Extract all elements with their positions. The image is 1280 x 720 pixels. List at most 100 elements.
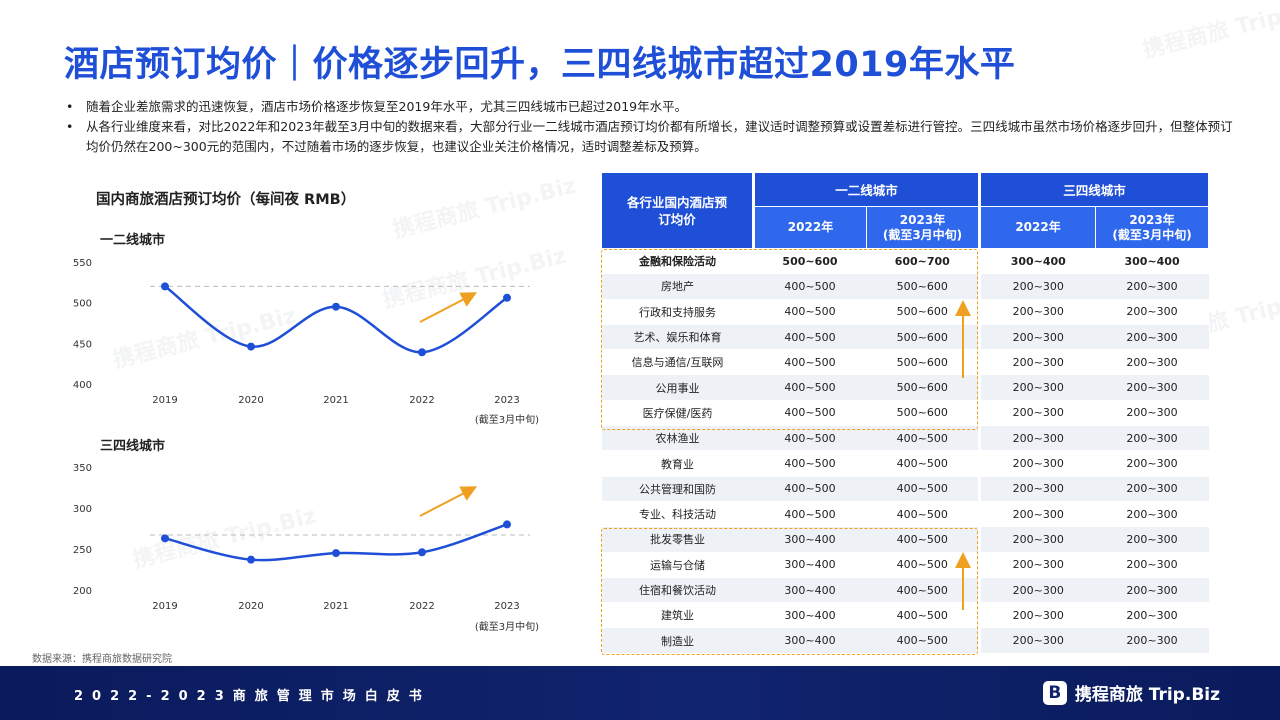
price-range-cell: 200~300 (1095, 425, 1209, 452)
price-range-cell: 200~300 (979, 577, 1096, 604)
industry-cell: 建筑业 (601, 602, 754, 629)
price-range-cell: 200~300 (979, 349, 1096, 376)
price-range-cell: 400~500 (753, 450, 867, 477)
price-range-cell: 500~600 (866, 374, 982, 401)
x-tick-label: 2019 (152, 601, 177, 612)
x-tick-note: (截至3月中旬) (475, 413, 539, 426)
y-tick-label: 500 (73, 299, 92, 310)
x-tick-label: 2022 (409, 601, 434, 612)
x-tick-label: 2022 (409, 395, 434, 406)
price-range-cell: 400~500 (866, 526, 982, 553)
chart-title: 国内商旅酒店预订均价（每间夜 RMB） (96, 192, 356, 208)
y-tick-label: 200 (73, 586, 92, 597)
data-point (503, 520, 511, 529)
price-range-cell: 200~300 (1095, 552, 1209, 578)
industry-cell: 公共管理和国防 (601, 476, 754, 502)
price-range-cell: 400~500 (866, 577, 982, 604)
price-range-cell: 200~300 (1095, 450, 1209, 477)
price-range-cell: 200~300 (979, 400, 1096, 427)
industry-cell: 教育业 (601, 450, 754, 477)
price-range-cell: 400~500 (753, 501, 867, 528)
price-range-cell: 200~300 (979, 425, 1096, 452)
data-point (418, 548, 426, 557)
price-range-cell: 400~500 (753, 324, 867, 351)
price-range-cell: 300~400 (979, 248, 1096, 275)
price-range-cell: 200~300 (1095, 374, 1209, 401)
x-tick-label: 2019 (152, 395, 177, 406)
price-range-cell: 200~300 (1095, 299, 1209, 325)
x-tick-label: 2023 (494, 601, 519, 612)
data-point (332, 302, 340, 311)
price-range-cell: 500~600 (866, 400, 982, 427)
industry-cell: 金融和保险活动 (601, 248, 754, 275)
col-header-2023: 2023年 (截至3月中旬) (1095, 206, 1210, 249)
price-range-cell: 500~600 (866, 273, 982, 300)
data-point (332, 549, 340, 558)
price-range-cell: 400~500 (866, 627, 982, 654)
table-row: 教育业 400~500 400~500 200~300 200~300 (601, 450, 1209, 477)
price-range-cell: 200~300 (1095, 349, 1209, 376)
price-range-cell: 500~600 (753, 248, 867, 275)
price-range-cell: 400~500 (753, 349, 867, 376)
price-range-cell: 200~300 (1095, 476, 1209, 502)
industry-cell: 艺术、娱乐和体育 (601, 324, 754, 351)
price-range-cell: 200~300 (979, 552, 1096, 578)
data-point (418, 348, 426, 357)
table-row: 艺术、娱乐和体育 400~500 500~600 200~300 200~300 (601, 324, 1209, 351)
chart-subtitle-tier34: 三四线城市 (100, 439, 166, 454)
line-charts: 400 450 500 550 2019 2020 2021 2022 2023 (截至3月中旬)… (73, 258, 539, 633)
trend-up-arrow-icon (419, 486, 478, 517)
industry-cell: 制造业 (601, 627, 754, 654)
table-row: 公共管理和国防 400~500 400~500 200~300 200~300 (601, 476, 1209, 502)
data-point (161, 282, 169, 291)
x-tick-note: (截至3月中旬) (475, 620, 539, 633)
col-header-2022: 2022年 (979, 206, 1097, 249)
chart-subtitle-tier12: 一二线城市 (100, 233, 166, 248)
industry-cell: 批发零售业 (601, 526, 754, 553)
price-range-cell: 500~600 (866, 324, 982, 351)
price-range-cell: 200~300 (979, 526, 1096, 553)
bullet-text: 从各行业维度来看，对比2022年和2023年截至3月中旬的数据来看，大部分行业一… (86, 119, 1233, 154)
table-row: 专业、科技活动 400~500 400~500 200~300 200~300 (601, 501, 1209, 528)
bullet-item: • 从各行业维度来看，对比2022年和2023年截至3月中旬的数据来看，大部分行… (64, 117, 1234, 157)
price-range-cell: 400~500 (753, 299, 867, 325)
price-range-cell: 200~300 (1095, 577, 1209, 604)
price-range-cell: 500~600 (866, 349, 982, 376)
price-range-cell: 200~300 (1095, 602, 1209, 629)
industry-cell: 运输与仓储 (601, 552, 754, 578)
page-title: 酒店预订均价｜价格逐步回升，三四线城市超过2019年水平 (64, 45, 1016, 85)
table-row: 制造业 300~400 400~500 200~300 200~300 (601, 627, 1209, 654)
bullet-item: • 随着企业差旅需求的迅速恢复，酒店市场价格逐步恢复至2019年水平，尤其三四线… (64, 97, 1234, 117)
price-range-cell: 200~300 (1095, 324, 1209, 351)
data-point (247, 342, 255, 351)
table-row: 金融和保险活动 500~600 600~700 300~400 300~400 (601, 248, 1209, 275)
footer-bar: 2022-2023商旅管理市场白皮书 B 携程商旅 Trip.Biz (0, 666, 1280, 720)
logo-text: 携程商旅 Trip.Biz (1074, 685, 1220, 705)
y-tick-label: 350 (73, 463, 92, 474)
data-point (247, 555, 255, 564)
y-tick-label: 250 (73, 545, 92, 556)
price-range-cell: 400~500 (866, 501, 982, 528)
price-range-cell: 200~300 (979, 450, 1096, 477)
footer-report-title: 2022-2023商旅管理市场白皮书 (74, 689, 431, 704)
x-tick-label: 2020 (238, 601, 263, 612)
price-range-cell: 400~500 (753, 400, 867, 427)
data-source: 数据来源：携程商旅数据研究院 (32, 654, 172, 665)
price-range-cell: 400~500 (866, 476, 982, 502)
price-range-cell: 300~400 (753, 552, 867, 578)
industry-cell: 专业、科技活动 (601, 501, 754, 528)
price-range-cell: 200~300 (1095, 526, 1209, 553)
table-row: 公用事业 400~500 500~600 200~300 200~300 (601, 374, 1209, 401)
col-header-2023: 2023年 (截至3月中旬) (865, 206, 982, 249)
brand-logo: B 携程商旅 Trip.Biz (1042, 680, 1220, 705)
y-tick-label: 450 (73, 339, 92, 350)
price-range-cell: 400~500 (866, 450, 982, 477)
bullet-dot: • (66, 99, 74, 114)
bullet-text: 随着企业差旅需求的迅速恢复，酒店市场价格逐步恢复至2019年水平，尤其三四线城市… (86, 99, 688, 114)
industry-cell: 信息与通信/互联网 (601, 349, 754, 376)
table-row: 房地产 400~500 500~600 200~300 200~300 (601, 273, 1209, 300)
table-row: 批发零售业 300~400 400~500 200~300 200~300 (601, 526, 1209, 553)
table-corner-header: 各行业国内酒店预订均价 (601, 172, 755, 249)
col-header-2022: 2022年 (753, 206, 867, 249)
